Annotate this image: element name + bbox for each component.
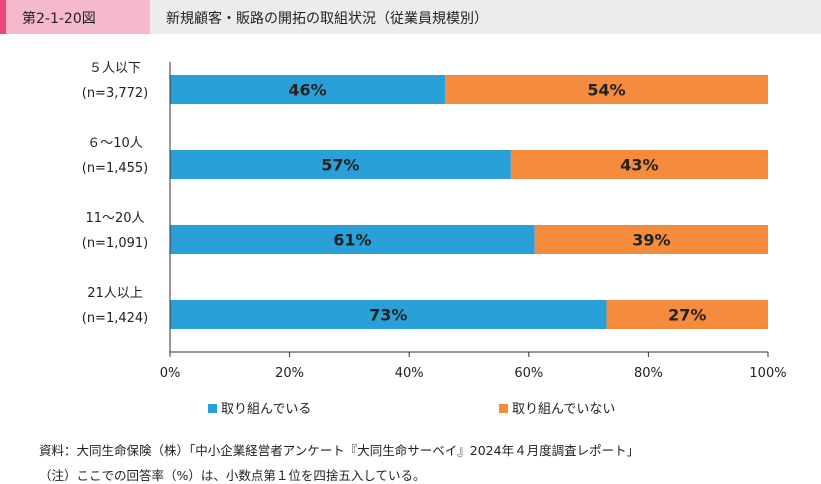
data-label-not-engaged-2: 39% (632, 231, 670, 250)
x-tick-label-4: 80% (634, 366, 663, 381)
data-label-engaged-0: 46% (288, 81, 326, 100)
bar-not-engaged-1 (510, 150, 768, 179)
category-sample-size-0: (n=3,772) (81, 86, 149, 101)
category-sample-size-2: (n=1,091) (81, 236, 149, 251)
bar-not-engaged-2 (534, 225, 768, 254)
figure-title: 新規顧客・販路の開拓の取組状況（従業員規模別） (166, 11, 488, 27)
category-name-1: ６～10人 (87, 136, 143, 151)
legend-swatch-engaged (208, 404, 217, 413)
category-label-1: ６～10人 (n=1,455) (50, 135, 180, 178)
category-sample-size-3: (n=1,424) (81, 311, 149, 326)
figure-header: 第2-1-20図 新規顧客・販路の開拓の取組状況（従業員規模別） (0, 0, 821, 34)
x-tick-label-0: 0% (160, 366, 181, 381)
bar-not-engaged-0 (445, 75, 768, 104)
stacked-bar-chart: 46% 54% 57% 43% 61% 39% 73% 27% 0% 20% 40% 60% 80% 10… (160, 62, 787, 381)
legend-item-engaged: 取り組んでいる (208, 398, 311, 417)
x-tick-label-5: 100% (749, 366, 786, 381)
legend-item-not-engaged: 取り組んでいない (499, 398, 615, 417)
data-label-not-engaged-3: 27% (668, 306, 706, 325)
category-name-3: 21人以上 (87, 286, 143, 301)
category-sample-size-1: (n=1,455) (81, 161, 149, 176)
figure-number: 第2-1-20図 (22, 11, 96, 27)
category-label-3: 21人以上 (n=1,424) (50, 285, 180, 328)
bar-not-engaged-3 (606, 300, 768, 329)
header-accent (0, 0, 6, 34)
data-label-engaged-2: 61% (333, 231, 371, 250)
legend-label-engaged: 取り組んでいる (221, 402, 312, 417)
legend-label-not-engaged: 取り組んでいない (512, 402, 616, 417)
x-tick-label-3: 60% (514, 366, 543, 381)
figure-number-box: 第2-1-20図 (0, 0, 150, 34)
legend-swatch-not-engaged (499, 404, 508, 413)
category-name-2: 11～20人 (85, 211, 145, 226)
data-label-engaged-1: 57% (321, 156, 359, 175)
data-label-not-engaged-1: 43% (620, 156, 658, 175)
x-tick-label-1: 20% (275, 366, 304, 381)
data-label-not-engaged-0: 54% (587, 81, 625, 100)
data-label-engaged-3: 73% (369, 306, 407, 325)
category-name-0: ５人以下 (88, 61, 141, 76)
category-label-2: 11～20人 (n=1,091) (50, 210, 180, 253)
bar-engaged-0 (170, 75, 446, 104)
bar-engaged-1 (170, 150, 511, 179)
source-note: 資料：大同生命保険（株）「中小企業経営者アンケート『大同生命サーベイ』2024年… (39, 443, 640, 458)
bar-engaged-2 (170, 225, 535, 254)
bar-engaged-3 (170, 300, 607, 329)
x-tick-label-2: 40% (395, 366, 424, 381)
category-label-0: ５人以下 (n=3,772) (50, 60, 180, 103)
footnote: （注）ここでの回答率（%）は、小数点第１位を四捨五入している。 (39, 468, 426, 483)
